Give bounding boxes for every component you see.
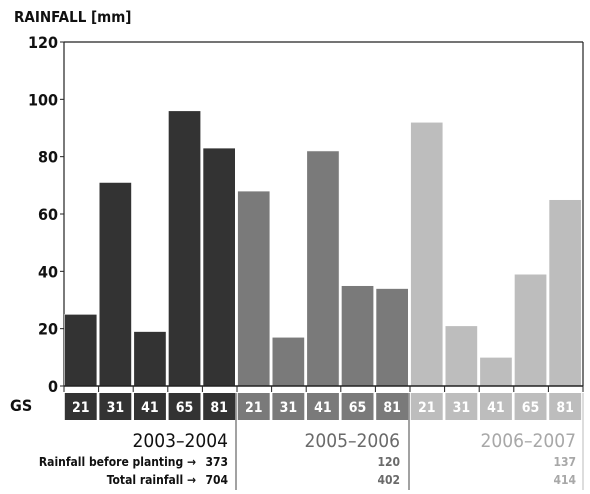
total-rainfall-value: 704 bbox=[205, 473, 228, 487]
gs-category-label: 65 bbox=[176, 400, 194, 416]
gs-box bbox=[549, 393, 582, 420]
gs-category-label: 31 bbox=[453, 400, 471, 416]
gs-category-label: 41 bbox=[141, 400, 159, 416]
gs-category-label: 31 bbox=[107, 400, 125, 416]
gs-box bbox=[514, 393, 547, 420]
total-rainfall-value: 414 bbox=[553, 473, 576, 487]
y-axis-title: RAINFALL [mm] bbox=[14, 8, 131, 26]
bar-20062007-gs31 bbox=[444, 325, 478, 387]
rainfall-before-planting-value: 120 bbox=[377, 455, 400, 469]
bar-20052006-gs65 bbox=[341, 285, 374, 387]
gs-box bbox=[376, 393, 409, 420]
gs-box bbox=[410, 393, 443, 420]
period-title: 2003–2004 bbox=[132, 430, 228, 452]
period-title: 2006–2007 bbox=[480, 430, 576, 452]
bar-20062007-gs65 bbox=[514, 273, 548, 387]
bar-20052006-gs41 bbox=[306, 150, 340, 387]
gs-category-label: 21 bbox=[418, 400, 436, 416]
bar-20062007-gs41 bbox=[479, 357, 513, 387]
total-rainfall-label: Total rainfall → bbox=[107, 473, 196, 487]
total-rainfall-value: 402 bbox=[377, 473, 400, 487]
period-title: 2005–2006 bbox=[304, 430, 400, 452]
gs-category-label: 31 bbox=[280, 400, 298, 416]
bar-20032004-gs81 bbox=[202, 147, 236, 387]
gs-box bbox=[64, 393, 97, 420]
rainfall-before-planting-label: Rainfall before planting → bbox=[39, 455, 196, 469]
gs-box bbox=[168, 393, 201, 420]
bar-20032004-gs31 bbox=[98, 182, 132, 387]
gs-category-label: 65 bbox=[522, 400, 540, 416]
y-tick-label: 60 bbox=[38, 205, 58, 224]
gs-box bbox=[272, 393, 305, 420]
gs-box bbox=[307, 393, 339, 420]
rainfall-before-planting-value: 137 bbox=[553, 455, 576, 469]
gs-axis-label: GS bbox=[10, 396, 32, 415]
gs-box bbox=[203, 393, 236, 420]
bar-20062007-gs81 bbox=[548, 199, 582, 387]
bar-20032004-gs21 bbox=[64, 314, 98, 387]
gs-box bbox=[445, 393, 478, 420]
gs-category-label: 65 bbox=[349, 400, 367, 416]
plot-area: 0 20 40 60 80 100 120 GS 21 31 41 65 81 21 31 41 65 81 21 3… bbox=[10, 33, 584, 490]
gs-category-label: 21 bbox=[72, 400, 90, 416]
gs-box bbox=[99, 393, 132, 420]
y-tick-label: 40 bbox=[38, 262, 58, 281]
bar-20062007-gs21 bbox=[410, 121, 444, 387]
y-tick-label: 80 bbox=[38, 148, 58, 167]
gs-category-label: 41 bbox=[487, 400, 505, 416]
gs-category-label: 81 bbox=[556, 400, 574, 416]
bar-20032004-gs41 bbox=[133, 331, 167, 387]
bar-20052006-gs81 bbox=[375, 288, 409, 387]
y-tick-label: 120 bbox=[28, 33, 58, 52]
y-tick-label: 100 bbox=[28, 90, 58, 109]
gs-category-label: 21 bbox=[245, 400, 263, 416]
gs-box bbox=[134, 393, 166, 420]
bar-20052006-gs31 bbox=[271, 336, 305, 387]
rainfall-before-planting-value: 373 bbox=[205, 455, 228, 469]
gs-category-label: 81 bbox=[210, 400, 228, 416]
bar-20032004-gs65 bbox=[168, 110, 201, 387]
gs-box bbox=[480, 393, 512, 420]
y-tick-label: 20 bbox=[38, 320, 58, 339]
gs-box bbox=[237, 393, 270, 420]
y-tick-label: 0 bbox=[48, 377, 58, 396]
gs-category-label: 81 bbox=[383, 400, 401, 416]
gs-box bbox=[341, 393, 374, 420]
bar-20052006-gs21 bbox=[237, 190, 271, 387]
gs-category-label: 41 bbox=[314, 400, 332, 416]
